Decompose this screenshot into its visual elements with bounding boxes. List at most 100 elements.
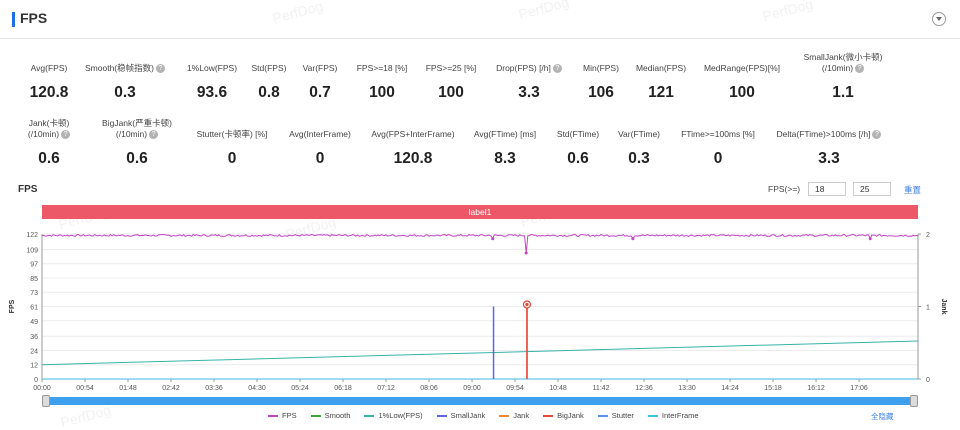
legend-label: 1%Low(FPS) xyxy=(378,411,423,420)
metric-item: Var(FTime) 0.3 xyxy=(569,129,709,168)
legend-swatch xyxy=(364,415,375,418)
x-tick-label: 08:06 xyxy=(420,385,438,392)
legend-label: SmallJank xyxy=(450,411,486,420)
x-tick-label: 05:24 xyxy=(291,385,309,392)
fps-threshold-1-input[interactable] xyxy=(808,182,846,196)
legend-label: Stutter xyxy=(611,411,634,420)
reset-button[interactable]: 重置 xyxy=(904,185,922,195)
x-tick-label: 13:30 xyxy=(678,385,696,392)
metric-value: 8.3 xyxy=(494,150,516,167)
metric-label: FTime>=100ms [%] xyxy=(681,129,755,139)
legend-swatch xyxy=(543,415,554,418)
legend-label: FPS xyxy=(282,411,297,420)
x-tick-label: 14:24 xyxy=(721,385,739,392)
metric-item: Std(FPS) 0.8 xyxy=(199,63,339,102)
help-icon[interactable]: ? xyxy=(61,130,71,140)
help-icon[interactable]: ? xyxy=(552,64,562,74)
metric-value: 0.6 xyxy=(38,150,60,167)
legend-item[interactable]: Jank xyxy=(499,411,529,420)
metric-value: 0.7 xyxy=(309,84,331,101)
metric-item: FPS>=18 [%] 100 xyxy=(312,63,452,102)
metric-value: 100 xyxy=(369,84,395,101)
chart-legend: FPS Smooth 1%Low(FPS) SmallJank Jank BigJank S… xyxy=(268,411,713,421)
y-tick-label: 12 xyxy=(30,363,38,370)
x-tick-label: 12:36 xyxy=(635,385,653,392)
x-tick-label: 09:54 xyxy=(506,385,524,392)
metric-item: FPS>=25 [%] 100 xyxy=(381,63,521,102)
metric-value: 0 xyxy=(315,150,325,167)
hide-all-button[interactable]: 全隐藏 xyxy=(871,412,894,421)
fps-dip-point xyxy=(524,251,528,255)
slider-right-handle[interactable] xyxy=(910,395,918,407)
legend-item[interactable]: BigJank xyxy=(543,411,584,420)
y-tick-label: 73 xyxy=(30,290,38,297)
legend-label: BigJank xyxy=(557,411,584,420)
metric-item: Avg(FPS) 120.8 xyxy=(0,63,119,102)
chart-section-title: FPS xyxy=(18,184,38,195)
metric-value: 0 xyxy=(713,150,723,167)
y2-axis-title: Jank xyxy=(940,299,947,315)
y-tick-label: 24 xyxy=(30,348,38,355)
metric-item: Min(FPS) 106 xyxy=(531,63,671,102)
metric-value: 0.8 xyxy=(258,84,280,101)
metric-item: Drop(FPS) [/h]? 3.3 xyxy=(459,63,599,102)
legend-item[interactable]: FPS xyxy=(268,411,297,420)
metric-value: 0.6 xyxy=(126,150,148,167)
x-tick-label: 01:48 xyxy=(119,385,137,392)
legend-item[interactable]: Stutter xyxy=(597,411,634,420)
metric-item: Median(FPS) 121 xyxy=(591,63,731,102)
legend-item[interactable]: InterFrame xyxy=(647,411,699,420)
legend-item[interactable]: 1%Low(FPS) xyxy=(364,411,423,420)
slider-left-handle[interactable] xyxy=(42,395,50,407)
x-tick-label: 02:42 xyxy=(162,385,180,392)
y-axis-title: FPS xyxy=(9,299,16,313)
fps-threshold-2-input[interactable] xyxy=(853,182,891,196)
x-tick-label: 03:36 xyxy=(205,385,223,392)
metric-label: FPS>=25 [%] xyxy=(425,63,477,73)
metric-item: 1%Low(FPS) 93.6 xyxy=(142,63,282,102)
metric-value: 100 xyxy=(729,84,755,101)
metric-label: Drop(FPS) [/h] xyxy=(496,63,551,73)
metric-item: Avg(InterFrame) 0 xyxy=(250,129,390,168)
metric-item: Delta(FTime)>100ms [/h]? 3.3 xyxy=(759,129,899,168)
metric-value: 0.3 xyxy=(628,150,650,167)
y-tick-label: 85 xyxy=(30,276,38,283)
metric-label: Std(FTime) xyxy=(556,129,600,139)
help-icon[interactable]: ? xyxy=(872,130,882,140)
metric-value: 1.1 xyxy=(832,84,854,101)
legend-label: Smooth xyxy=(324,411,351,420)
y-tick-label: 36 xyxy=(30,334,38,341)
metric-label: BigJank(严重卡顿) xyxy=(102,118,172,128)
metric-value: 0.3 xyxy=(114,84,136,101)
help-icon[interactable]: ? xyxy=(149,130,159,140)
series-line-fps xyxy=(41,233,919,254)
metric-value: 121 xyxy=(648,84,674,101)
legend-swatch xyxy=(310,415,321,418)
metric-item: SmallJank(微小卡顿) (/10min)? 1.1 xyxy=(773,52,913,102)
watermark: PerfDog xyxy=(58,401,113,430)
label-band[interactable]: label1 xyxy=(42,205,918,219)
legend-label: InterFrame xyxy=(661,411,699,420)
legend-item[interactable]: Smooth xyxy=(310,411,351,420)
metric-label: Std(FPS) xyxy=(251,63,287,73)
metric-label-unit: (/10min) xyxy=(821,63,854,73)
metric-value: 100 xyxy=(438,84,464,101)
collapse-chevron-icon[interactable] xyxy=(932,12,946,26)
x-tick-label: 15:18 xyxy=(764,385,782,392)
metric-item: Stutter(卡顿率) [%] 0 xyxy=(162,129,302,168)
time-range-slider[interactable] xyxy=(42,397,918,405)
legend-item[interactable]: SmallJank xyxy=(436,411,486,420)
legend-swatch xyxy=(268,415,278,418)
metric-label: Avg(InterFrame) xyxy=(289,129,351,139)
y2-tick-label: 0 xyxy=(926,377,930,384)
metric-value: 3.3 xyxy=(818,150,840,167)
metric-label: Avg(FPS) xyxy=(30,63,68,73)
metric-item: Jank(卡顿) (/10min)? 0.6 xyxy=(0,118,119,168)
help-icon[interactable]: ? xyxy=(855,64,865,74)
metric-label: MedRange(FPS)[%] xyxy=(703,63,781,73)
metric-label: Stutter(卡顿率) [%] xyxy=(196,129,268,139)
metric-value: 93.6 xyxy=(196,84,228,101)
help-icon[interactable]: ? xyxy=(155,64,165,74)
panel-header: FPS xyxy=(0,0,960,39)
